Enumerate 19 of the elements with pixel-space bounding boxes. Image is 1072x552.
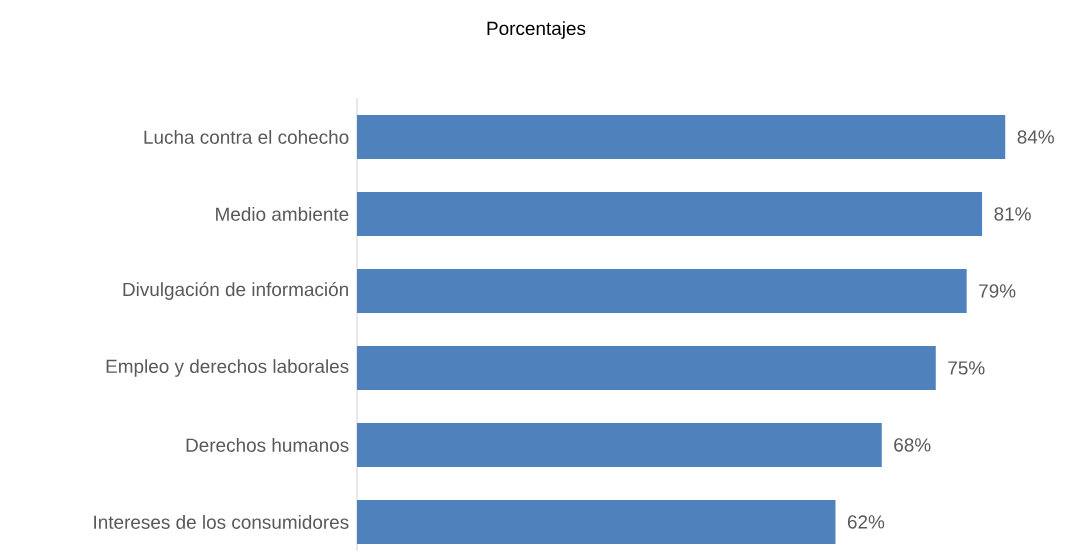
data-label: 81%: [994, 207, 1031, 221]
bar: [357, 423, 882, 468]
chart-title: Porcentajes: [487, 21, 586, 40]
bar: [357, 346, 936, 391]
data-label: 62%: [847, 515, 885, 529]
bar: [357, 192, 983, 237]
data-label: 68%: [894, 438, 931, 452]
y-tick-label: Intereses de los consumidores: [94, 515, 349, 530]
y-tick-label: Medio ambiente: [216, 207, 349, 222]
bar: [357, 115, 1006, 160]
bar: [357, 500, 836, 545]
y-tick-label: Lucha contra el cohecho: [144, 130, 349, 145]
y-tick-label: Divulgación de información: [123, 282, 348, 301]
data-label: 84%: [1017, 130, 1054, 144]
bar: [357, 269, 967, 314]
data-label: 79%: [979, 284, 1016, 298]
y-tick-label: Derechos humanos: [186, 438, 349, 453]
y-tick-label: Empleo y derechos laborales: [106, 359, 349, 377]
data-label: 75%: [948, 361, 985, 375]
